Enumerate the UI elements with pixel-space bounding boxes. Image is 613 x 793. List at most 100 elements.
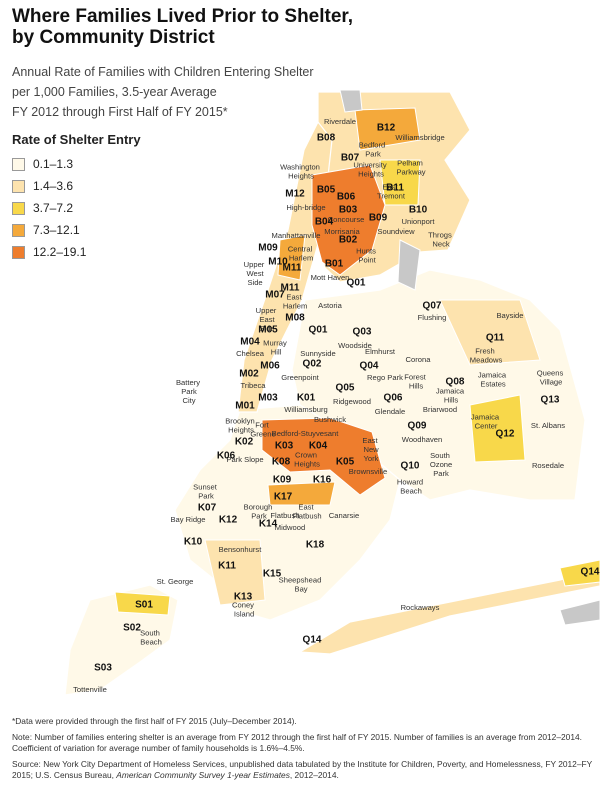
district-label: K13	[234, 592, 253, 603]
district-fill	[469, 394, 526, 463]
place-label: Sunnyside	[300, 349, 335, 358]
place-label: Sunset Park	[193, 483, 218, 501]
district-fill	[559, 559, 601, 587]
district-label: B08	[317, 133, 336, 144]
place-label: Fort Greene	[248, 421, 275, 439]
legend-label: 1.4–3.6	[33, 179, 74, 193]
legend-label: 12.2–19.1	[33, 245, 87, 259]
district-label: K07	[198, 503, 217, 514]
place-label: Astoria	[318, 301, 342, 310]
district-label: S01	[135, 600, 153, 611]
legend-item: 12.2–19.1	[12, 241, 141, 263]
place-label: Upper East Side	[256, 306, 277, 333]
place-label: Unionport	[402, 217, 436, 226]
legend-label: 3.7–7.2	[33, 201, 74, 215]
district-fill	[379, 159, 421, 206]
district-fill	[204, 539, 266, 606]
place-label: Borough Park	[244, 503, 273, 521]
district-fill	[114, 591, 171, 616]
district-label: Q08	[446, 377, 465, 388]
place-label: East Tremont	[375, 183, 406, 201]
place-label: St. Albans	[531, 421, 565, 430]
place-label: Forest Hills	[404, 373, 426, 391]
subtitle-line: FY 2012 through First Half of FY 2015*	[12, 105, 228, 119]
district-label: M09	[258, 243, 278, 254]
place-label: Williamsbridge	[395, 133, 444, 142]
district-fill	[277, 234, 306, 281]
place-label: East Flatbush	[290, 503, 321, 521]
place-label: St. George	[157, 577, 194, 586]
district-label: M12	[285, 189, 305, 200]
district-label: M02	[239, 369, 259, 380]
district-label: Q01	[309, 325, 328, 336]
district-label: K16	[313, 475, 332, 486]
place-label: Morrisania	[324, 227, 360, 236]
place-label: Woodhaven	[402, 435, 442, 444]
district-label: Q13	[541, 395, 560, 406]
place-label: Brownsville	[349, 467, 387, 476]
district-label: K01	[297, 393, 316, 404]
legend-item: 3.7–7.2	[12, 197, 141, 219]
district-label: B10	[409, 205, 428, 216]
subtitle: Annual Rate of Families with Children En…	[12, 62, 314, 122]
district-label: K09	[273, 475, 292, 486]
place-label: Chelsea	[236, 349, 265, 358]
legend-label: 0.1–1.3	[33, 157, 74, 171]
district-label: S02	[123, 623, 141, 634]
notes: *Data were provided through the first ha…	[12, 716, 604, 786]
place-label: Washington Heights	[280, 163, 320, 181]
district-fill	[354, 107, 421, 151]
legend: Rate of Shelter Entry 0.1–1.3 1.4–3.6 3.7–…	[12, 132, 141, 263]
place-label: South Beach	[138, 629, 162, 647]
district-label: Q07	[423, 301, 442, 312]
place-label: Jamaica Center	[471, 413, 500, 431]
place-label: East Harlem	[281, 293, 308, 311]
district-label: Q09	[408, 421, 427, 432]
place-label: Upper West Side	[244, 260, 265, 287]
place-label: Bushwick	[314, 415, 346, 424]
district-label: K10	[184, 537, 203, 548]
legend-item: 7.3–12.1	[12, 219, 141, 241]
place-label: Fresh Meadows	[468, 347, 503, 365]
district-label: Q12	[496, 429, 515, 440]
place-label: Rockaways	[401, 603, 440, 612]
place-label: Mott Haven	[311, 273, 350, 282]
district-label: M04	[240, 337, 260, 348]
place-label: Murray Hill	[263, 339, 287, 357]
district-label: B07	[341, 153, 360, 164]
place-label: Rego Park	[367, 373, 403, 382]
district-label: K17	[274, 492, 293, 503]
district-label: B11	[386, 183, 404, 194]
title: Where Families Lived Prior to Shelter, b…	[12, 6, 353, 48]
place-label: Bay Ridge	[170, 515, 205, 524]
place-label: Brooklyn Heights	[225, 417, 255, 435]
district-label: K18	[306, 540, 325, 551]
district-label: S03	[94, 663, 112, 674]
district-label: M01	[235, 401, 255, 412]
place-label: Bedford Park	[359, 141, 386, 159]
district-label: M06	[260, 361, 280, 372]
place-label: Ridgewood	[333, 397, 371, 406]
place-label: Concourse	[328, 215, 365, 224]
district-label: K08	[272, 457, 291, 468]
district-label: Q01	[347, 278, 366, 289]
place-label: University Heights	[353, 161, 387, 179]
place-label: Flushing	[418, 313, 447, 322]
title-line: Where Families Lived Prior to Shelter,	[12, 6, 354, 27]
park	[559, 599, 601, 626]
place-label: Woodside	[338, 341, 372, 350]
place-label: Midwood	[275, 523, 305, 532]
rockaways	[298, 567, 601, 655]
district-label: Q14	[303, 635, 322, 646]
district-label: B09	[369, 213, 388, 224]
district-label: B06	[337, 192, 356, 203]
place-label: Tribeca	[240, 381, 266, 390]
district-label: Q05	[336, 383, 355, 394]
place-label: Bensonhurst	[219, 545, 263, 554]
district-label: K03	[275, 441, 294, 452]
title-line: by Community District	[12, 27, 215, 48]
source-italic: American Community Survey 1-year Estimat…	[116, 770, 290, 780]
legend-item: 0.1–1.3	[12, 153, 141, 175]
legend-swatch	[12, 157, 25, 171]
